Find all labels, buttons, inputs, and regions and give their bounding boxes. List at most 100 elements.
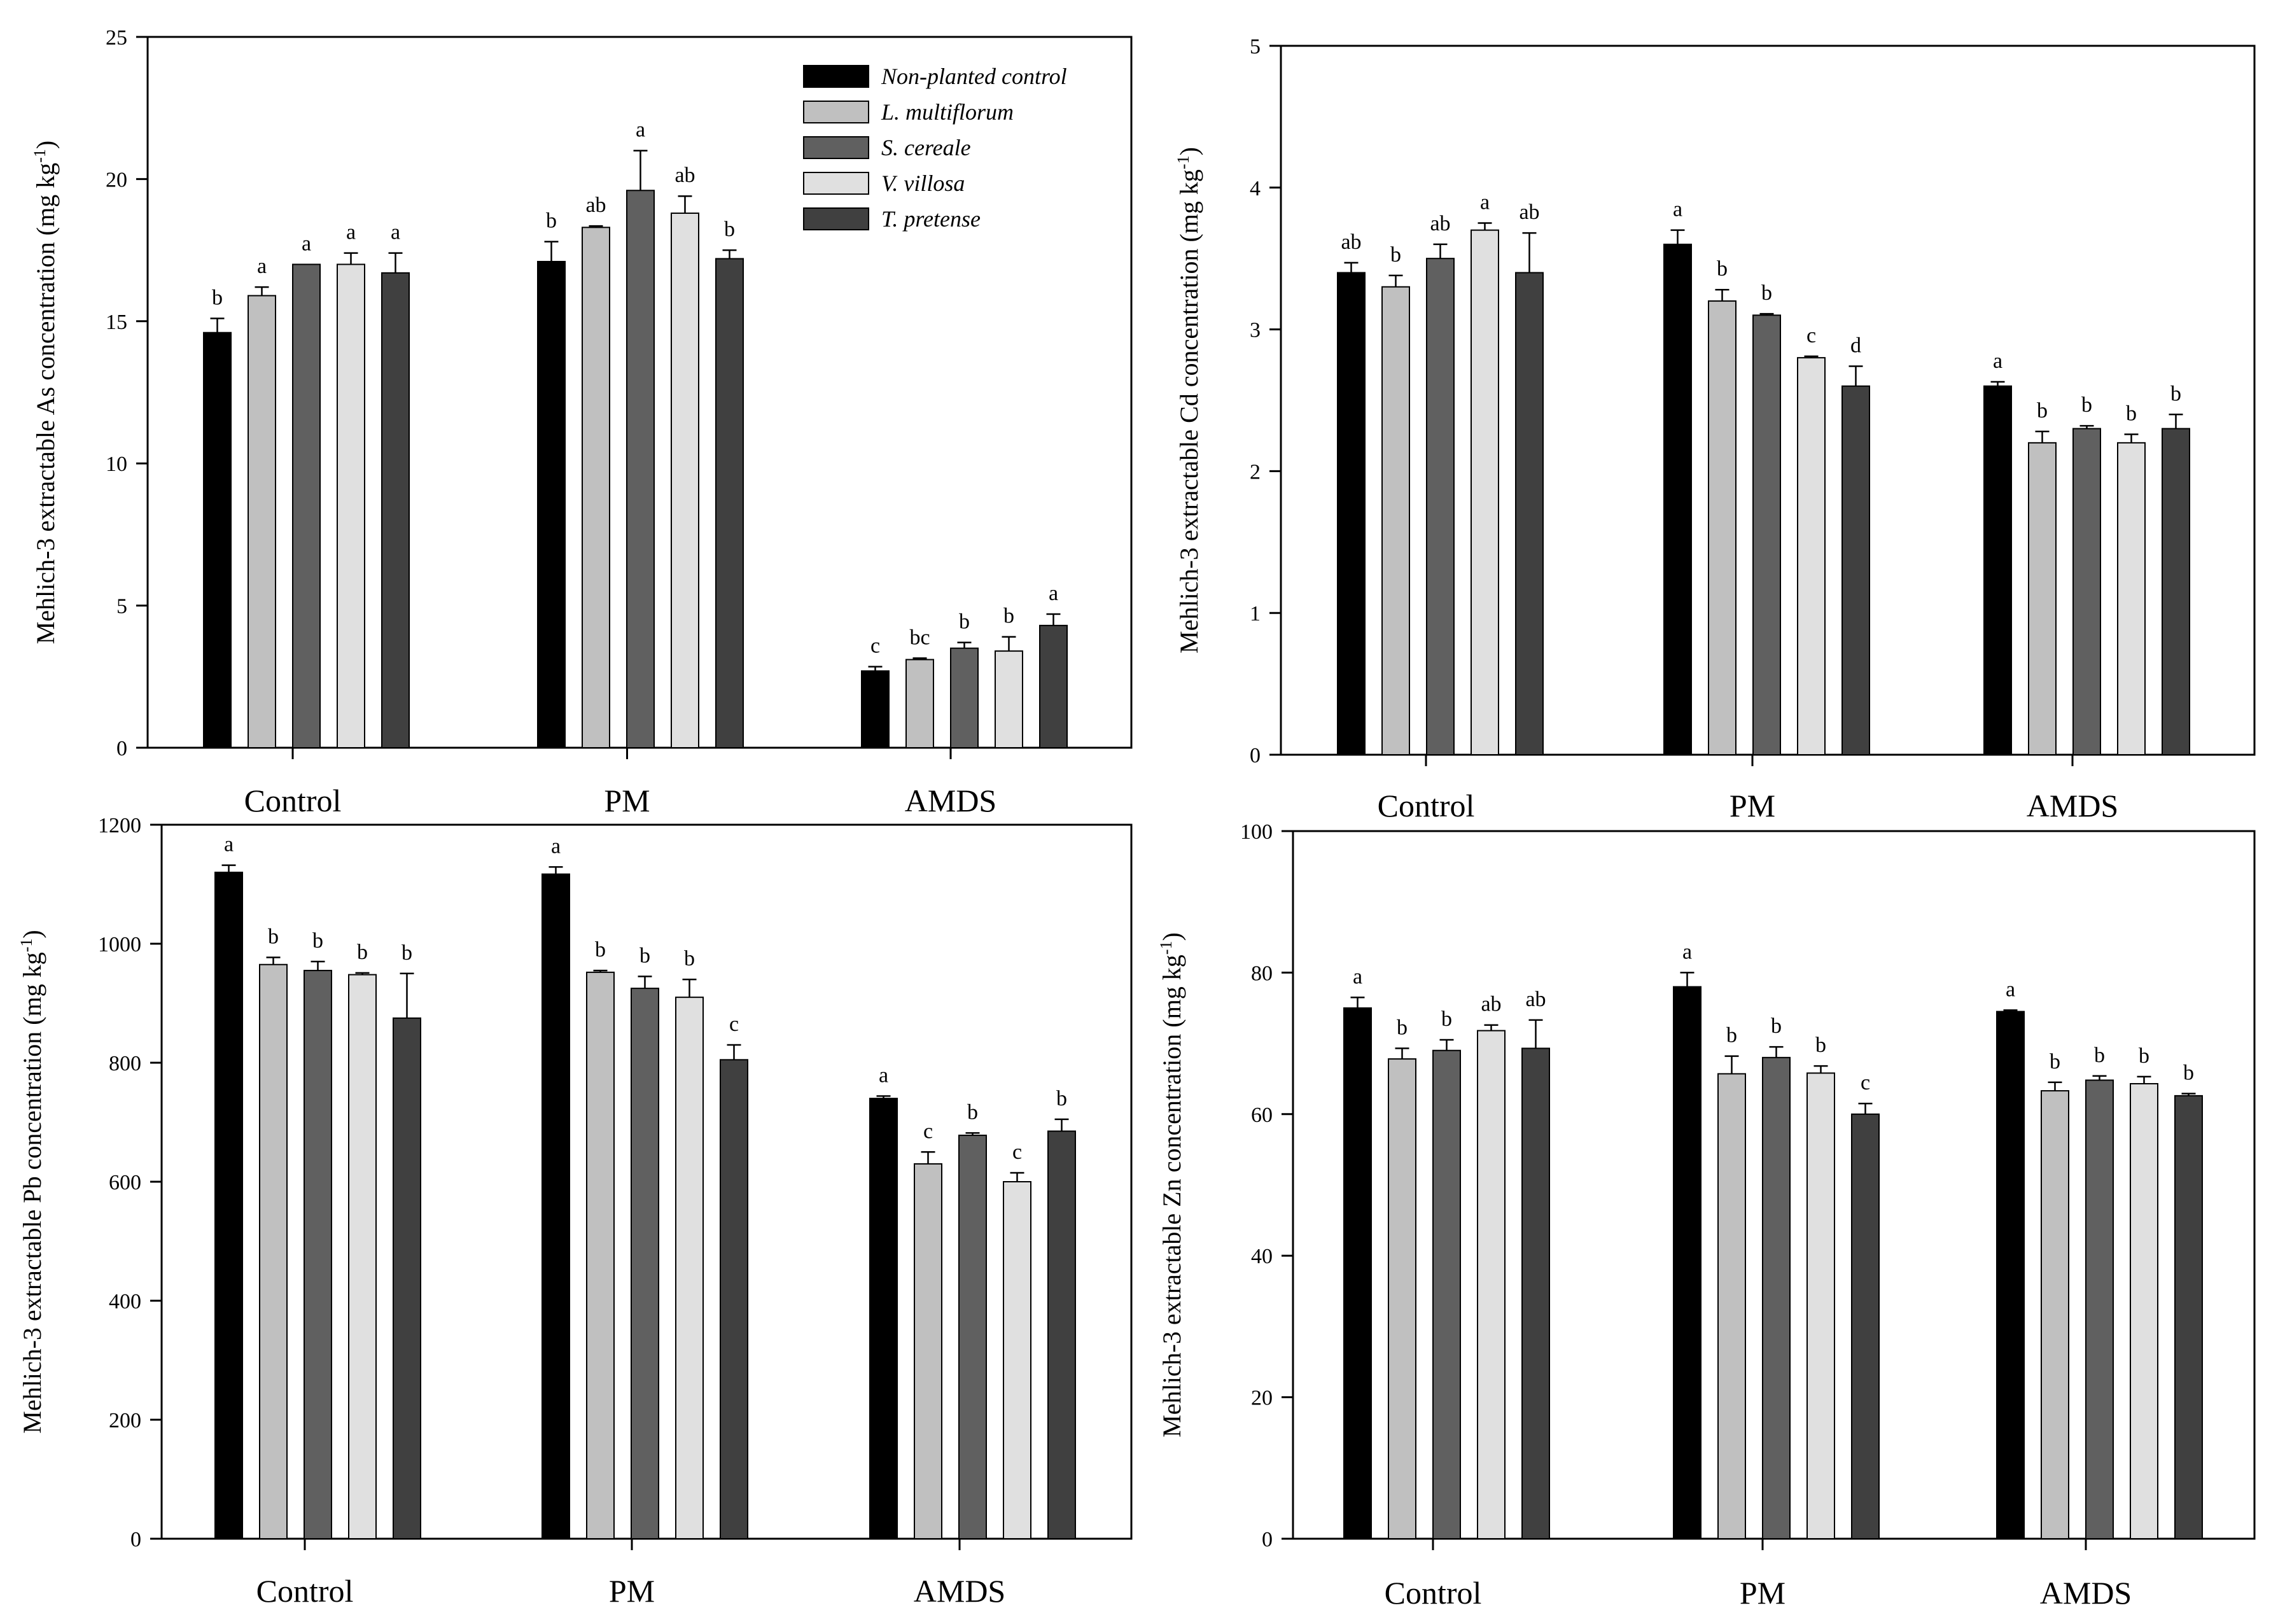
- bar: [1762, 1056, 1791, 1539]
- bar: [631, 988, 659, 1539]
- significance-label: a: [879, 1063, 888, 1087]
- significance-label: b: [2094, 1044, 2105, 1067]
- x-category-label: Control: [1378, 788, 1475, 823]
- bar: [2117, 442, 2146, 756]
- significance-label: b: [1056, 1087, 1067, 1110]
- y-tick-label: 4: [1250, 177, 1261, 200]
- significance-label: b: [967, 1100, 978, 1124]
- bar: [381, 272, 410, 748]
- legend-label: Non-planted control: [881, 64, 1067, 89]
- legend-swatch: [803, 207, 869, 230]
- x-category-label: PM: [609, 1573, 655, 1609]
- y-axis-title: Mehlich-3 extractable Pb concentration (…: [17, 930, 46, 1433]
- significance-label: b: [212, 286, 223, 309]
- significance-label: ab: [1519, 200, 1539, 224]
- bar: [337, 263, 365, 748]
- significance-label: ab: [1525, 988, 1546, 1011]
- bar: [1471, 229, 1499, 755]
- significance-label: b: [724, 218, 735, 241]
- y-tick-label: 800: [109, 1052, 141, 1075]
- x-category-label: PM: [1729, 788, 1775, 823]
- bar: [2085, 1079, 2114, 1539]
- x-category-label: PM: [1740, 1575, 1785, 1611]
- legend-swatch: [803, 65, 869, 88]
- bar: [1673, 986, 1702, 1539]
- bar: [304, 970, 332, 1539]
- bar: [1515, 272, 1544, 756]
- legend-label: V. villosa: [881, 171, 965, 196]
- bar: [2174, 1095, 2203, 1539]
- cd-chart-panel: 0 1 2 3 4 5 Mehlich-3 extractable Cd concentra…: [1174, 35, 2256, 823]
- bar: [1983, 385, 2012, 755]
- bar: [1388, 1058, 1416, 1539]
- bar: [1381, 286, 1410, 755]
- y-tick-label: 0: [1262, 1528, 1273, 1551]
- significance-label: b: [2139, 1044, 2149, 1068]
- legend: Non-planted control L. multiflorum S. cere…: [803, 64, 1067, 232]
- y-tick-label: 5: [1250, 35, 1261, 59]
- bar: [671, 213, 699, 748]
- significance-label: b: [2037, 399, 2048, 423]
- bar: [1851, 1113, 1880, 1540]
- y-tick-label: 600: [109, 1171, 141, 1194]
- bar: [2028, 442, 2057, 756]
- significance-label: b: [1717, 257, 1728, 281]
- y-axis-title: Mehlich-3 extractable Cd concentration (…: [1174, 147, 1203, 654]
- significance-label: a: [2006, 977, 2015, 1001]
- bar: [248, 295, 276, 748]
- significance-label: a: [302, 232, 311, 255]
- significance-label: b: [1815, 1033, 1826, 1057]
- x-category-label: Control: [256, 1573, 354, 1609]
- bar: [1708, 300, 1736, 756]
- significance-label: a: [1993, 349, 2002, 373]
- bar: [995, 650, 1023, 749]
- x-category-label: Control: [1385, 1575, 1482, 1611]
- bar: [1343, 1007, 1372, 1539]
- significance-label: a: [346, 221, 356, 244]
- bar: [950, 647, 979, 748]
- y-tick-label: 0: [116, 737, 127, 760]
- bar: [715, 258, 744, 748]
- legend-swatch: [803, 172, 869, 195]
- y-tick-label: 40: [1251, 1245, 1273, 1268]
- significance-label: b: [2126, 402, 2137, 425]
- significance-label: b: [546, 209, 557, 233]
- bar: [626, 190, 655, 749]
- y-tick-label: 1200: [98, 814, 141, 837]
- bar: [2162, 428, 2190, 755]
- x-category-label: AMDS: [914, 1573, 1005, 1609]
- y-tick-label: 1000: [98, 933, 141, 956]
- significance-label: a: [1480, 191, 1490, 214]
- y-tick-label: 3: [1250, 319, 1261, 342]
- significance-label: b: [2170, 382, 2181, 405]
- legend-swatch: [803, 101, 869, 123]
- bar: [214, 871, 243, 1539]
- bar: [1752, 314, 1781, 755]
- legend-label: S. cereale: [881, 135, 971, 160]
- as-chart-panel: 0 5 10 15 20 25 Mehlich-3 extractable As conce…: [31, 26, 1133, 818]
- bar: [537, 260, 566, 748]
- y-tick-label: 80: [1251, 962, 1273, 985]
- bar: [393, 1017, 421, 1539]
- y-axis-title: Mehlich-3 extractable Zn concentration (…: [1157, 932, 1186, 1438]
- bar: [1521, 1047, 1550, 1540]
- significance-label: d: [1850, 334, 1861, 358]
- x-category-label: Control: [244, 783, 342, 818]
- x-category-label: AMDS: [2027, 788, 2118, 823]
- y-tick-label: 5: [116, 595, 127, 619]
- y-tick-label: 0: [130, 1528, 141, 1551]
- significance-label: a: [636, 118, 645, 142]
- significance-label: ab: [585, 193, 606, 217]
- significance-label: b: [2081, 393, 2092, 417]
- significance-label: c: [923, 1119, 933, 1143]
- significance-label: b: [684, 947, 695, 970]
- bar: [1717, 1073, 1746, 1539]
- bar: [1039, 624, 1068, 748]
- bar: [203, 332, 232, 748]
- significance-label: a: [224, 833, 234, 857]
- bar: [1797, 357, 1826, 755]
- significance-label: b: [268, 925, 279, 949]
- significance-label: a: [1353, 965, 1362, 988]
- bar: [1432, 1049, 1461, 1539]
- bar: [869, 1098, 898, 1539]
